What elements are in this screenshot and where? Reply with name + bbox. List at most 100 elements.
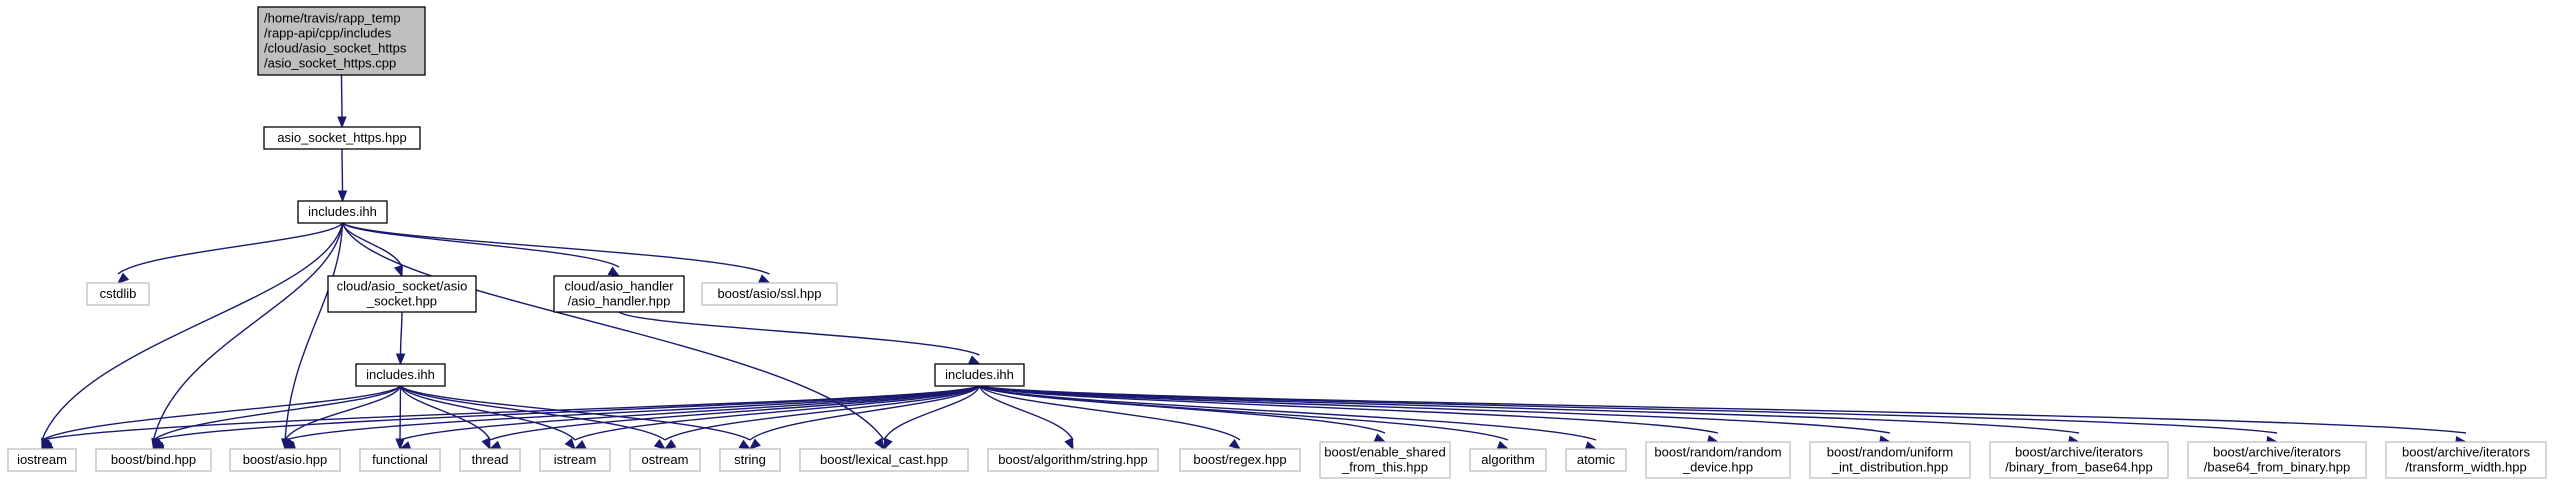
node-iostream: iostream bbox=[7, 448, 77, 472]
node-inc3[interactable]: includes.ihh bbox=[934, 363, 1025, 387]
node-box bbox=[629, 448, 701, 472]
edge-inc3-to-binary_from_base64 bbox=[979, 385, 2080, 434]
node-box bbox=[1469, 448, 1547, 472]
arrowhead-istream bbox=[573, 440, 587, 450]
edge-inc3-to-bind bbox=[153, 385, 980, 441]
node-bind: boost/bind.hpp bbox=[95, 448, 212, 472]
edge-inc2-to-istream bbox=[399, 385, 576, 441]
node-regex: boost/regex.hpp bbox=[1179, 448, 1301, 472]
node-box bbox=[86, 282, 150, 306]
node-box bbox=[297, 200, 388, 224]
node-base64_from_binary: boost/archive/iterators/base64_from_bina… bbox=[2187, 441, 2367, 479]
arrowhead-istream bbox=[564, 437, 576, 451]
node-lexical_cast: boost/lexical_cast.hpp bbox=[799, 448, 969, 472]
node-label: /home/travis/rapp_temp bbox=[264, 11, 401, 26]
arrowhead-string bbox=[738, 439, 752, 450]
node-label: boost/enable_shared bbox=[1324, 445, 1445, 460]
edge-inc3-to-regex bbox=[978, 385, 1241, 441]
edge-inc1-to-asio bbox=[284, 222, 344, 441]
node-algorithm: algorithm bbox=[1469, 448, 1547, 472]
node-label: /binary_from_base64.hpp bbox=[2005, 460, 2152, 475]
arrowhead-asio_https_hpp bbox=[337, 116, 347, 129]
node-asio: boost/asio.hpp bbox=[229, 448, 341, 472]
node-label: boost/asio.hpp bbox=[243, 452, 328, 467]
arrowhead-thread bbox=[481, 437, 491, 451]
node-box bbox=[701, 282, 838, 306]
edge-inc3-to-asio bbox=[284, 385, 980, 441]
node-box bbox=[799, 448, 969, 472]
edge-inc1-to-bind bbox=[152, 222, 344, 441]
node-inc1[interactable]: includes.ihh bbox=[297, 200, 388, 224]
node-root[interactable]: /home/travis/rapp_temp/rapp-api/cpp/incl… bbox=[257, 6, 426, 76]
node-functional: functional bbox=[359, 448, 441, 472]
node-label: istream bbox=[554, 452, 597, 467]
node-box bbox=[95, 448, 212, 472]
arrowhead-string bbox=[748, 438, 762, 450]
arrowhead-cstdlib bbox=[116, 272, 130, 284]
edge-inc3-to-string bbox=[749, 385, 981, 441]
node-label: asio_socket_https.hpp bbox=[277, 130, 406, 145]
edge-inc3-to-transform_width bbox=[979, 385, 2467, 434]
node-label: string bbox=[734, 452, 766, 467]
node-box bbox=[459, 448, 521, 472]
edges-layer bbox=[40, 74, 2468, 452]
arrowhead-ssl bbox=[757, 274, 771, 284]
node-label: cstdlib bbox=[100, 286, 137, 301]
node-box bbox=[1809, 441, 1971, 479]
node-inc2[interactable]: includes.ihh bbox=[355, 363, 446, 387]
node-box bbox=[355, 363, 446, 387]
node-label: thread bbox=[472, 452, 509, 467]
node-enable_shared: boost/enable_shared_from_this.hpp bbox=[1319, 441, 1451, 479]
node-label: /cloud/asio_socket_https bbox=[264, 41, 407, 56]
node-box bbox=[257, 6, 426, 76]
node-box bbox=[1319, 441, 1451, 479]
node-box bbox=[327, 275, 477, 313]
edge-inc2-to-iostream bbox=[41, 385, 402, 441]
edge-inc3-to-atomic bbox=[979, 385, 1597, 441]
edge-asio_https_hpp-to-inc1 bbox=[341, 148, 344, 193]
node-label: boost/bind.hpp bbox=[111, 452, 196, 467]
node-binary_from_base64: boost/archive/iterators/binary_from_base… bbox=[1989, 441, 2169, 479]
node-asio_handler_hpp[interactable]: cloud/asio_handler/asio_handler.hpp bbox=[553, 275, 685, 313]
node-transform_width: boost/archive/iterators/transform_width.… bbox=[2385, 441, 2547, 479]
node-label: /transform_width.hpp bbox=[2405, 460, 2526, 475]
edge-inc2-to-thread bbox=[399, 385, 491, 441]
edge-inc1-to-ssl bbox=[342, 222, 770, 275]
node-label: /asio_handler.hpp bbox=[568, 294, 671, 309]
node-label: boost/archive/iterators bbox=[2213, 445, 2341, 460]
arrowhead-ostream bbox=[663, 439, 677, 450]
node-asio_https_hpp[interactable]: asio_socket_https.hpp bbox=[263, 126, 421, 150]
node-label: includes.ihh bbox=[308, 204, 377, 219]
edge-inc1-to-asio_handler_hpp bbox=[341, 222, 620, 268]
edge-inc1-to-iostream bbox=[41, 222, 344, 441]
node-label: boost/regex.hpp bbox=[1193, 452, 1286, 467]
node-ssl: boost/asio/ssl.hpp bbox=[701, 282, 838, 306]
node-label: boost/archive/iterators bbox=[2402, 445, 2530, 460]
edge-inc3-to-thread bbox=[489, 385, 980, 441]
arrowhead-ostream bbox=[653, 438, 667, 450]
node-label: _from_this.hpp bbox=[1341, 460, 1428, 475]
edge-inc2-to-bind bbox=[153, 385, 402, 441]
node-atomic: atomic bbox=[1565, 448, 1627, 472]
node-box bbox=[1565, 448, 1627, 472]
node-box bbox=[1989, 441, 2169, 479]
node-label: /rapp-api/cpp/includes bbox=[264, 26, 392, 41]
node-asio_socket_hpp[interactable]: cloud/asio_socket/asio_socket.hpp bbox=[327, 275, 477, 313]
edge-inc3-to-uniform_int bbox=[979, 385, 1891, 434]
node-box bbox=[229, 448, 341, 472]
edge-inc3-to-lexical_cast bbox=[883, 385, 981, 441]
edge-asio_socket_hpp-to-inc2 bbox=[399, 311, 403, 356]
node-label: boost/asio/ssl.hpp bbox=[717, 286, 821, 301]
arrowhead-asio_handler_hpp bbox=[607, 266, 621, 277]
node-label: _device.hpp bbox=[1682, 460, 1753, 475]
arrowhead-inc2 bbox=[395, 353, 406, 366]
node-label: ostream bbox=[642, 452, 689, 467]
edge-inc2-to-asio bbox=[284, 385, 402, 441]
node-label: boost/algorithm/string.hpp bbox=[998, 452, 1148, 467]
arrowhead-asio_socket_hpp bbox=[393, 264, 403, 278]
node-label: /asio_socket_https.cpp bbox=[264, 56, 396, 71]
node-label: boost/random/random bbox=[1654, 445, 1781, 460]
arrowhead-enable_shared bbox=[1373, 433, 1387, 443]
node-box bbox=[1645, 441, 1791, 479]
